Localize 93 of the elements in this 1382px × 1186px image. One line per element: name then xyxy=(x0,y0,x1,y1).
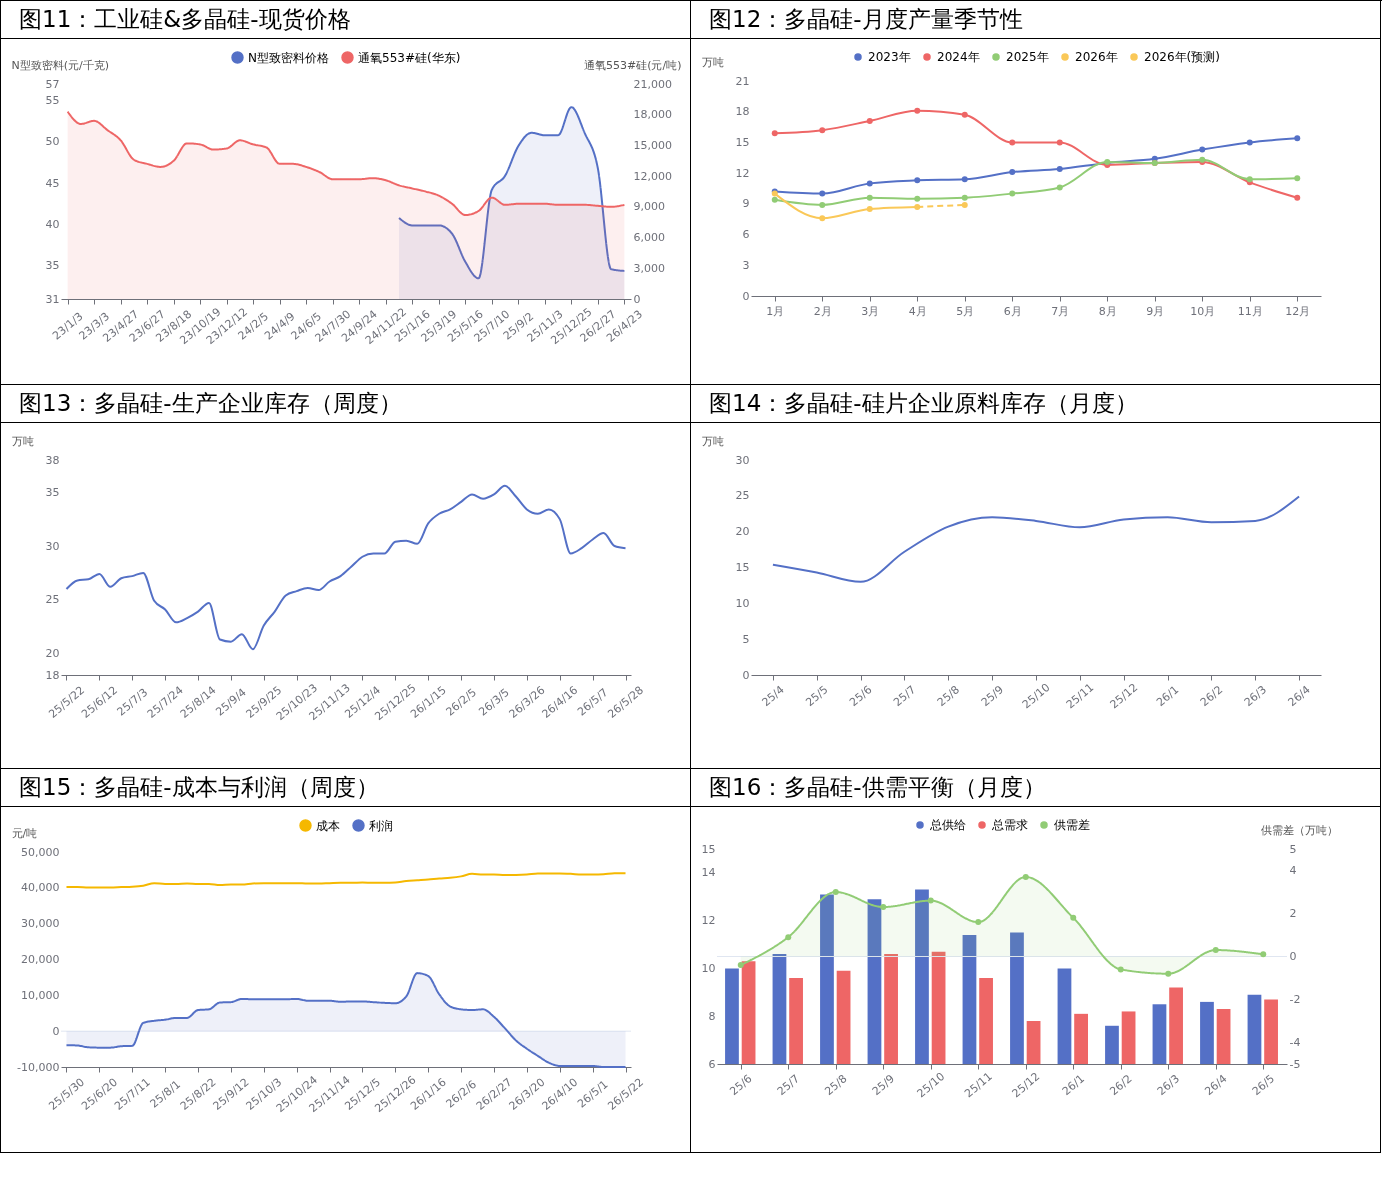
chart-title: 图15：多晶硅-成本与利润（周度） xyxy=(1,769,690,807)
legend-label: 2026年(预测) xyxy=(1144,50,1220,64)
y2-tick-label: 5 xyxy=(1289,842,1297,856)
y2-tick-label: 4 xyxy=(1289,864,1297,877)
y-axis-title: 万吨 xyxy=(701,434,724,448)
y-tick-label: 10,000 xyxy=(21,988,60,1002)
y2-tick-label: 21,000 xyxy=(633,77,672,91)
y-tick-label: 0 xyxy=(52,1024,60,1038)
y-tick-label: 9 xyxy=(742,197,750,211)
y-tick-label: 6 xyxy=(708,1057,716,1071)
y-tick-label: 0 xyxy=(742,289,750,303)
y-tick-label: 6 xyxy=(742,228,750,242)
y2-tick-label: 0 xyxy=(633,292,641,306)
y-tick-label: 12 xyxy=(701,914,716,928)
chart-title: 图11：工业硅&多晶硅-现货价格 xyxy=(1,1,690,39)
y-tick-label: 38 xyxy=(45,453,60,467)
chart-title: 图16：多晶硅-供需平衡（月度） xyxy=(691,769,1380,807)
y2-tick-label: 6,000 xyxy=(633,231,665,245)
y-tick-label: 40 xyxy=(45,218,60,232)
y-tick-label: 18 xyxy=(45,668,60,682)
x-tick-label: 8月 xyxy=(1098,304,1117,318)
x-tick-label: 11月 xyxy=(1237,304,1263,318)
y-tick-label: 8 xyxy=(708,1009,716,1023)
y-tick-label: 35 xyxy=(45,259,60,273)
y-tick-label: 5 xyxy=(742,632,750,646)
legend-label: 供需差 xyxy=(1054,818,1090,832)
chart-title: 图12：多晶硅-月度产量季节性 xyxy=(691,1,1380,39)
y-tick-label: 30 xyxy=(45,539,60,553)
legend-label: 总供给 xyxy=(929,818,966,832)
y-tick-label: 50,000 xyxy=(21,845,60,859)
x-tick-label: 3月 xyxy=(861,304,880,318)
chart-title: 图13：多晶硅-生产企业库存（周度） xyxy=(1,385,690,423)
y2-tick-label: -5 xyxy=(1289,1057,1301,1071)
y-axis-title: 万吨 xyxy=(701,55,724,69)
y-tick-label: 10 xyxy=(701,961,716,975)
x-tick-label: 5月 xyxy=(956,304,975,318)
y-tick-label: 20 xyxy=(735,525,750,539)
y2-tick-label: 3,000 xyxy=(633,261,665,275)
y-tick-label: 35 xyxy=(45,485,60,499)
x-tick-label: 12月 xyxy=(1285,304,1311,318)
y-tick-label: 40,000 xyxy=(21,881,60,895)
y-tick-label: 30,000 xyxy=(21,917,60,931)
y2-tick-label: 18,000 xyxy=(633,108,672,122)
y-axis-title: N型致密料(元/千克) xyxy=(11,58,110,72)
y-tick-label: 57 xyxy=(45,77,60,91)
y-tick-label: 10 xyxy=(735,596,750,610)
y2-tick-label: -4 xyxy=(1289,1036,1301,1049)
y-tick-label: 25 xyxy=(735,489,750,503)
y-tick-label: 20,000 xyxy=(21,953,60,966)
y-tick-label: 18 xyxy=(735,105,750,119)
x-tick-label: 6月 xyxy=(1003,304,1022,318)
y2-tick-label: 15,000 xyxy=(633,138,672,152)
legend-label: 总需求 xyxy=(991,818,1028,832)
y-tick-label: 30 xyxy=(735,453,750,467)
y-tick-label: 25 xyxy=(45,593,60,607)
y-tick-label: 20 xyxy=(45,647,60,660)
legend-label: 2023年 xyxy=(868,50,911,64)
y-tick-label: 21 xyxy=(735,74,750,88)
legend-label: 2025年 xyxy=(1006,50,1049,64)
y2-tick-label: 9,000 xyxy=(633,200,665,214)
y-tick-label: -10,000 xyxy=(17,1060,60,1074)
y-tick-label: 15 xyxy=(735,135,750,149)
legend-label: 利润 xyxy=(369,818,393,833)
legend-label: N型致密料价格 xyxy=(248,50,329,65)
y-tick-label: 55 xyxy=(45,94,60,108)
x-tick-label: 10月 xyxy=(1190,304,1216,318)
y2-axis-title: 通氧553#硅(元/吨) xyxy=(583,58,682,72)
legend-label: 成本 xyxy=(316,818,340,833)
y2-tick-label: 2 xyxy=(1289,907,1297,920)
y-tick-label: 12 xyxy=(735,166,750,180)
y-axis-title: 万吨 xyxy=(11,434,34,448)
y2-axis-title: 供需差（万吨） xyxy=(1260,823,1338,837)
x-tick-label: 4月 xyxy=(908,304,927,318)
legend-label: 通氧553#硅(华东) xyxy=(358,50,461,65)
y2-tick-label: 12,000 xyxy=(633,169,672,183)
y-tick-label: 50 xyxy=(45,135,60,149)
y-tick-label: 14 xyxy=(701,866,716,880)
y-tick-label: 45 xyxy=(45,176,60,190)
y2-tick-label: 0 xyxy=(1289,950,1297,963)
y2-tick-label: -2 xyxy=(1289,993,1301,1006)
x-tick-label: 9月 xyxy=(1146,304,1165,318)
y-tick-label: 15 xyxy=(701,842,716,856)
y-axis-title: 元/吨 xyxy=(11,826,38,840)
y-tick-label: 3 xyxy=(742,258,750,272)
y-tick-label: 31 xyxy=(45,292,60,306)
y-tick-label: 0 xyxy=(742,668,750,682)
x-tick-label: 7月 xyxy=(1051,304,1070,318)
y-tick-label: 15 xyxy=(735,561,750,574)
x-tick-label: 1月 xyxy=(766,304,785,318)
legend-label: 2026年 xyxy=(1075,50,1118,64)
chart-title: 图14：多晶硅-硅片企业原料库存（月度） xyxy=(691,385,1380,423)
legend-label: 2024年 xyxy=(937,50,980,64)
x-tick-label: 2月 xyxy=(813,304,832,318)
